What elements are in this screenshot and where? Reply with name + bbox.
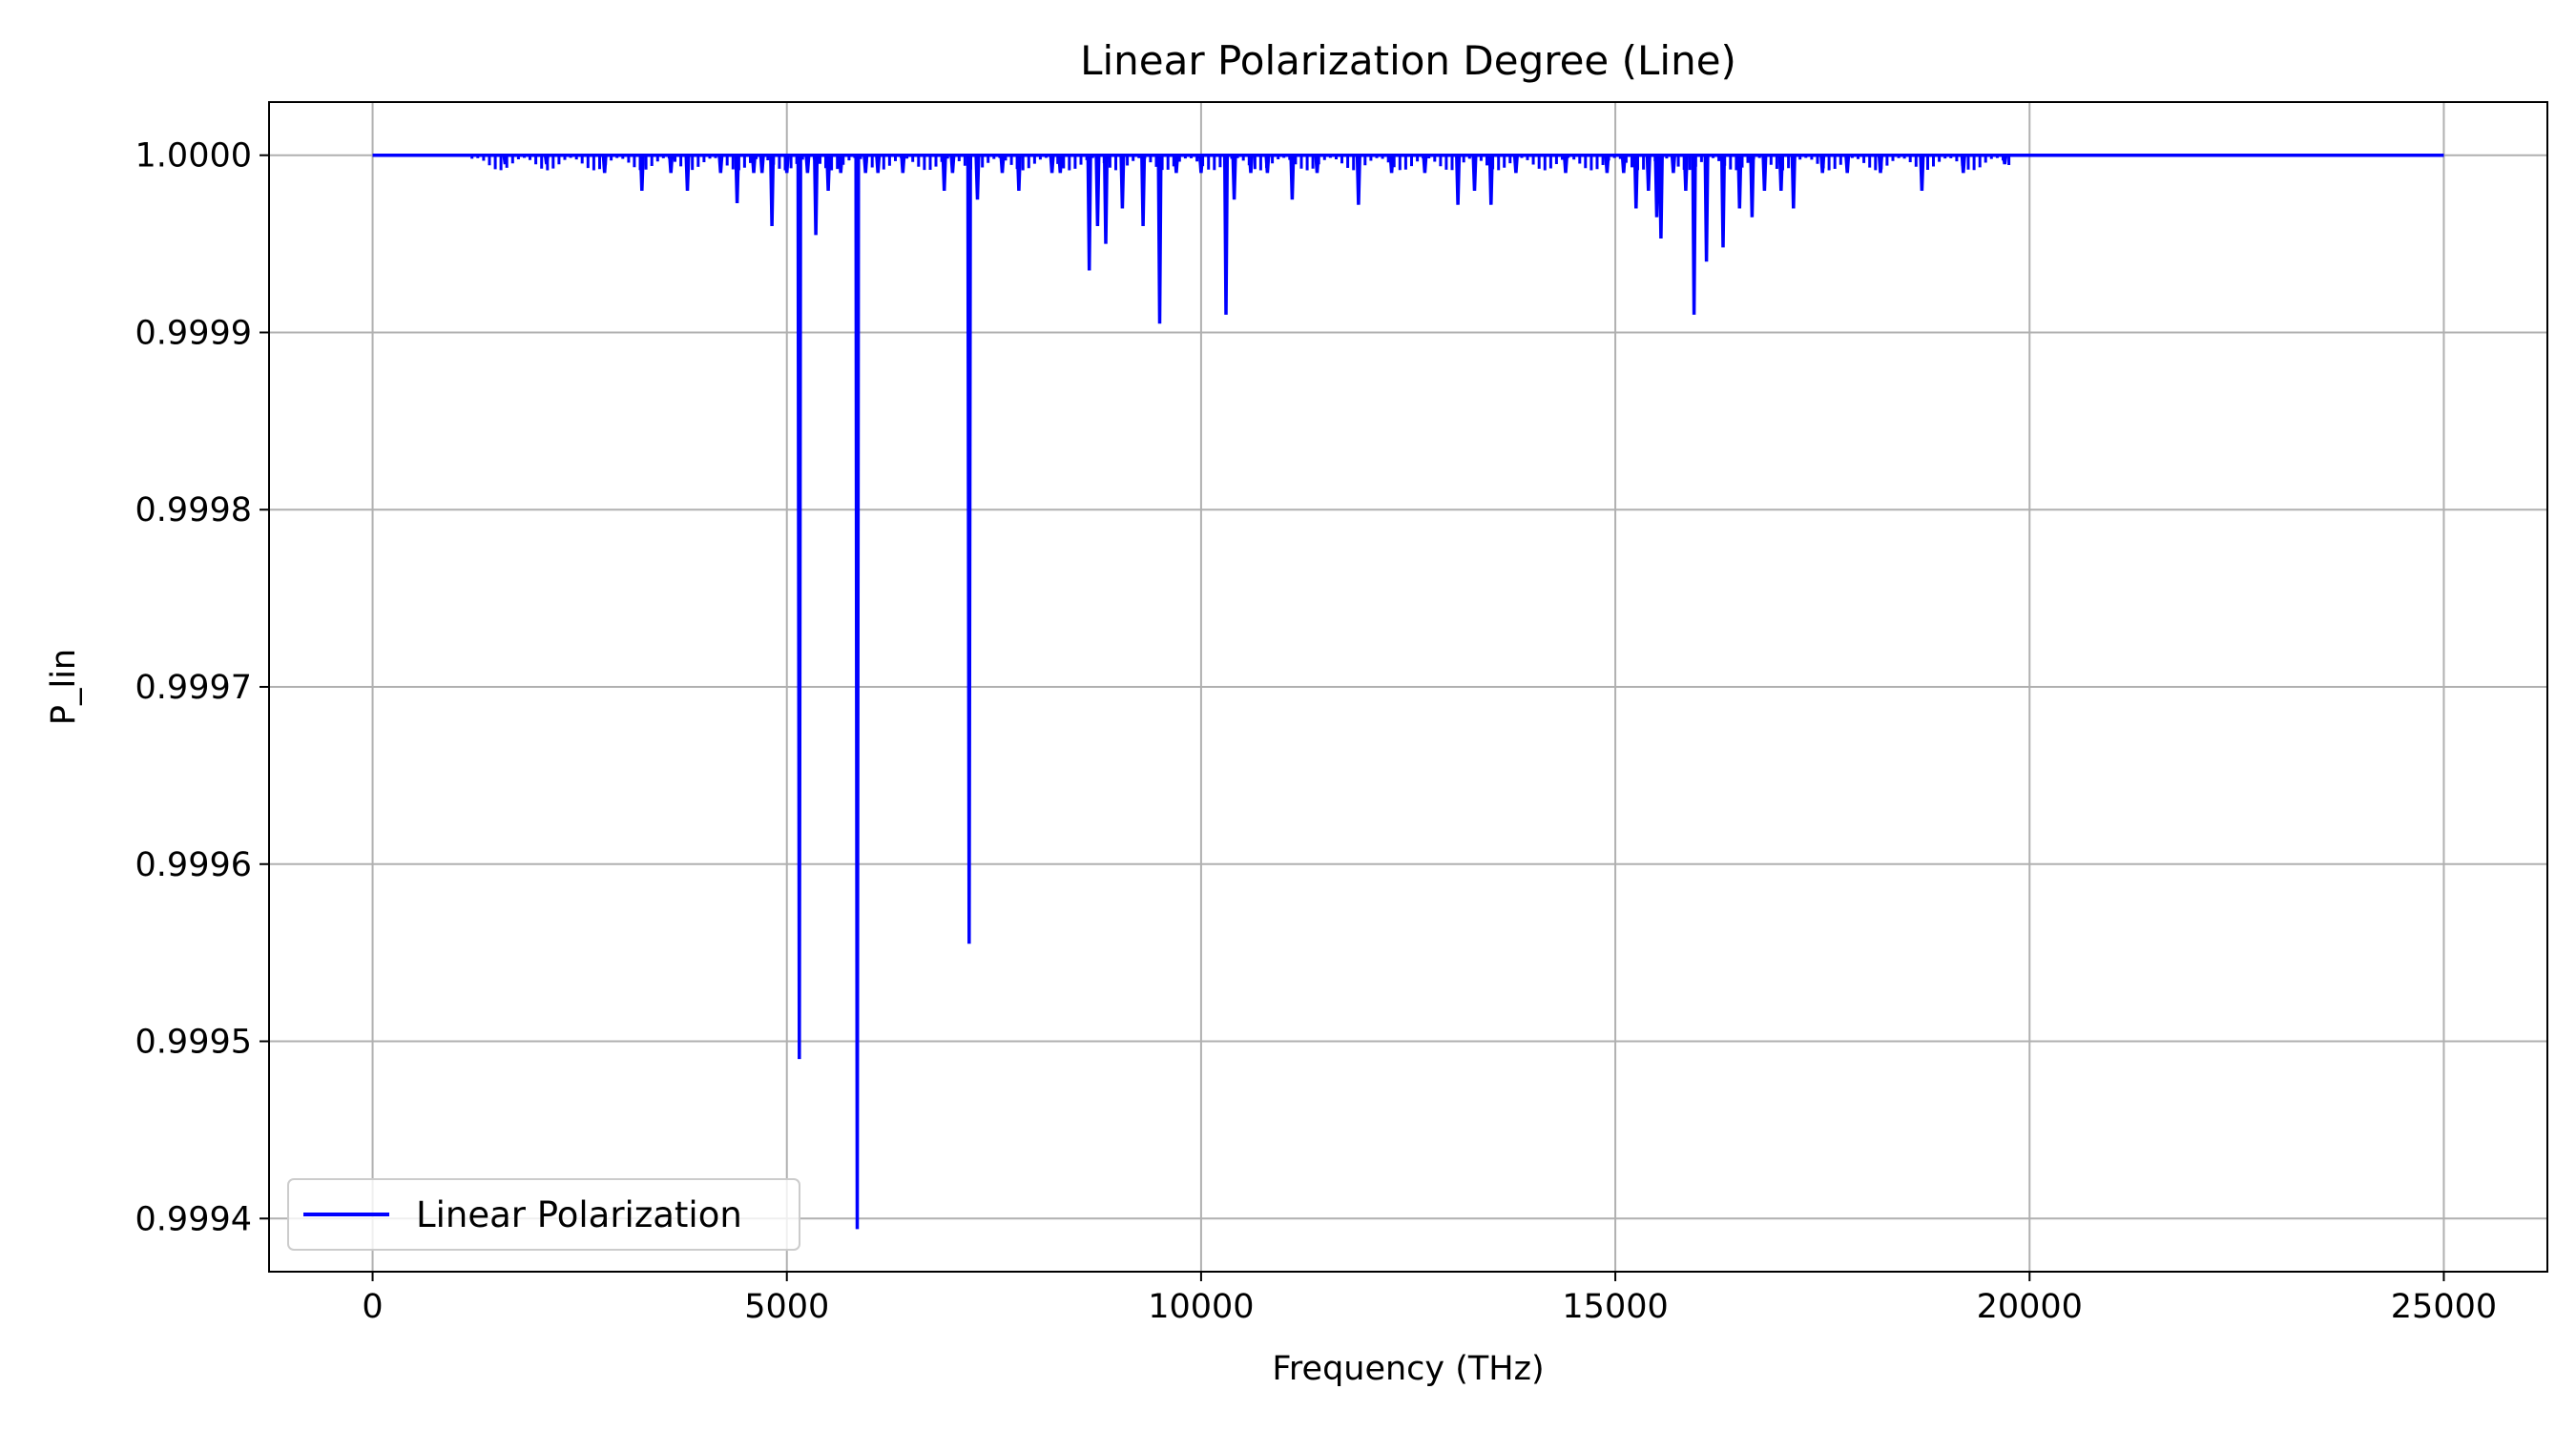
y-tick-label: 0.9997: [135, 669, 252, 707]
x-tick-label: 25000: [2391, 1288, 2497, 1326]
x-tick-label: 10000: [1148, 1288, 1254, 1326]
x-axis-title: Frequency (THz): [1272, 1350, 1544, 1388]
legend-box: [287, 1178, 800, 1251]
line-layer: [372, 153, 2444, 1230]
y-tick-label: 0.9995: [135, 1024, 252, 1062]
y-tick-label: 0.9994: [135, 1200, 252, 1238]
legend: Linear Polarization: [287, 1178, 800, 1251]
y-tick-label: 0.9998: [135, 491, 252, 529]
x-tick-label: 20000: [1977, 1288, 2083, 1326]
x-tick-label: 15000: [1562, 1288, 1668, 1326]
legend-entry-label: Linear Polarization: [416, 1194, 742, 1235]
grid-layer: [269, 102, 2547, 1272]
series-line-fine-structure: [470, 155, 2011, 171]
x-tick-label: 5000: [744, 1288, 829, 1326]
tick-layer: 0 5000 10000 15000 20000 25000 0.9994 0.9995 0.9…: [135, 137, 2498, 1326]
chart-title: Linear Polarization Degree (Line): [1080, 37, 1736, 84]
y-tick-label: 0.9999: [135, 314, 252, 352]
y-axis-title: P_lin: [45, 649, 83, 725]
x-tick-label: 0: [362, 1288, 383, 1326]
y-tick-label: 1.0000: [135, 137, 252, 176]
y-tick-label: 0.9996: [135, 846, 252, 884]
